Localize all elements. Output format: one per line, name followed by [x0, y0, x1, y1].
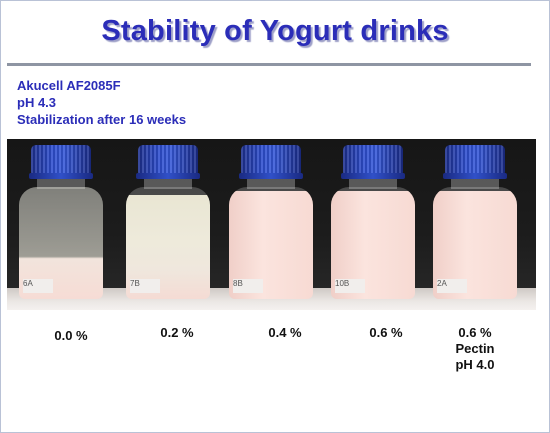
bottle-icon: 7B	[122, 139, 214, 310]
bottle-icon: 2A	[429, 139, 521, 310]
sample-label-3: 0.4 %	[268, 325, 302, 340]
subtitle-block: Akucell AF2085F pH 4.3 Stabilization aft…	[17, 77, 186, 128]
pectin-ph-label: pH 4.0	[455, 357, 495, 372]
ph-value: pH 4.3	[17, 95, 57, 110]
pectin-label: Pectin	[455, 341, 495, 356]
slide-title: Stability of Yogurt drinks	[101, 15, 449, 47]
bottle-icon: 8B	[225, 139, 317, 310]
sample-label-4: 0.6 %	[369, 325, 403, 340]
product-name: Akucell AF2085F	[17, 78, 121, 93]
bottles-photo: 6A 7B 8B 10B	[7, 139, 536, 310]
title-divider	[7, 63, 531, 66]
sample-label-1: 0.0 %	[54, 328, 88, 343]
sample-label-5: 0.6 % Pectin pH 4.0	[435, 325, 515, 373]
bottle-icon: 6A	[15, 139, 107, 310]
stabilization-note: Stabilization after 16 weeks	[17, 112, 187, 127]
sample-label-2: 0.2 %	[160, 325, 194, 340]
bottle-icon: 10B	[327, 139, 419, 310]
